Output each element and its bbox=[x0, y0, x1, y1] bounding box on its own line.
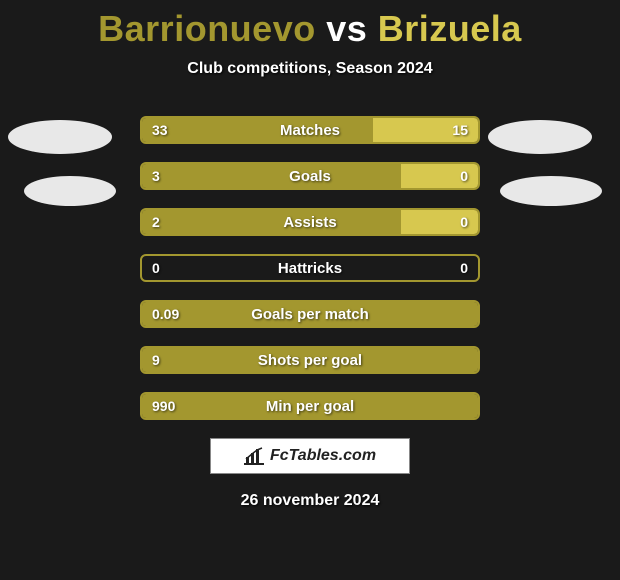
stat-row: 3Goals0 bbox=[140, 162, 480, 190]
stat-value-player2: 15 bbox=[452, 118, 468, 142]
decorative-ellipse bbox=[8, 120, 112, 154]
comparison-title: Barrionuevo vs Brizuela bbox=[0, 0, 620, 50]
decorative-ellipse bbox=[24, 176, 116, 206]
stat-row: 990Min per goal bbox=[140, 392, 480, 420]
stat-label: Shots per goal bbox=[142, 348, 478, 372]
stat-label: Min per goal bbox=[142, 394, 478, 418]
subtitle: Club competitions, Season 2024 bbox=[0, 60, 620, 78]
stats-container: 33Matches153Goals02Assists00Hattricks00.… bbox=[140, 116, 480, 420]
title-player1: Barrionuevo bbox=[98, 8, 316, 49]
title-player2: Brizuela bbox=[378, 8, 522, 49]
stat-label: Goals per match bbox=[142, 302, 478, 326]
chart-icon bbox=[244, 447, 264, 465]
brand-text: FcTables.com bbox=[270, 447, 376, 465]
stat-value-player2: 0 bbox=[460, 210, 468, 234]
brand-box: FcTables.com bbox=[210, 438, 410, 474]
decorative-ellipse bbox=[500, 176, 602, 206]
stat-row: 2Assists0 bbox=[140, 208, 480, 236]
stat-label: Assists bbox=[142, 210, 478, 234]
stat-row: 33Matches15 bbox=[140, 116, 480, 144]
stat-value-player2: 0 bbox=[460, 164, 468, 188]
stat-row: 0.09Goals per match bbox=[140, 300, 480, 328]
date-label: 26 november 2024 bbox=[0, 492, 620, 510]
stat-value-player2: 0 bbox=[460, 256, 468, 280]
stat-label: Hattricks bbox=[142, 256, 478, 280]
decorative-ellipse bbox=[488, 120, 592, 154]
stat-label: Matches bbox=[142, 118, 478, 142]
stat-row: 0Hattricks0 bbox=[140, 254, 480, 282]
title-vs: vs bbox=[326, 8, 367, 49]
stat-label: Goals bbox=[142, 164, 478, 188]
stat-row: 9Shots per goal bbox=[140, 346, 480, 374]
